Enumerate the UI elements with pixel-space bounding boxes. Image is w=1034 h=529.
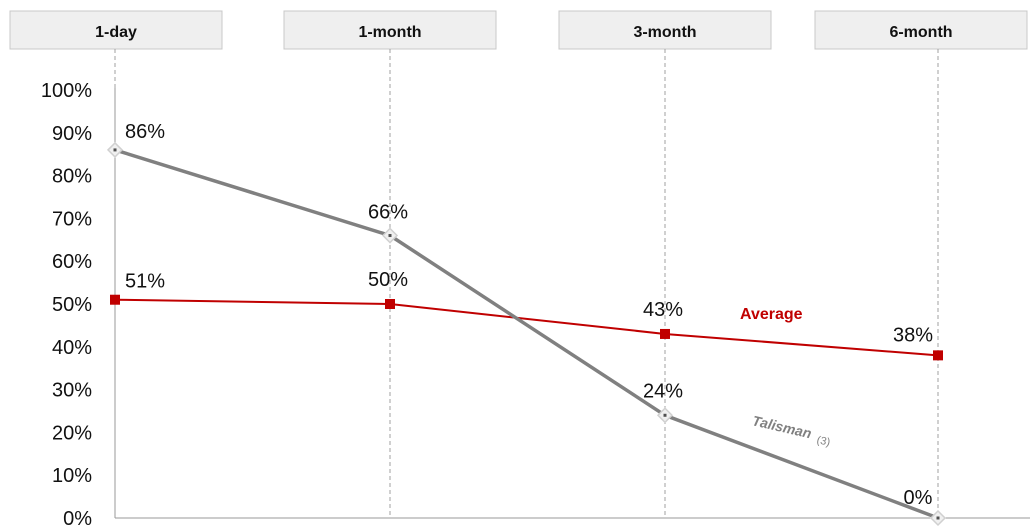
data-label-talisman-3: 0% [904, 487, 933, 509]
data-label-average-2: 43% [643, 299, 683, 321]
point-average-2 [660, 328, 670, 339]
y-tick-label: 30% [52, 380, 92, 402]
y-tick-label: 100% [41, 80, 92, 102]
point-average-3 [933, 350, 943, 361]
series-lines [106, 141, 947, 527]
series-name-talisman-suffix: (3) [815, 434, 831, 449]
y-tick-label: 90% [52, 123, 92, 145]
y-tick-label: 50% [52, 294, 92, 316]
period-header-label-2: 3-month [633, 24, 696, 41]
point-average-1 [385, 299, 395, 309]
data-labels: 51% 50% 43% 38% 86% 66% 24% 0% Average Talisman(3… [125, 121, 933, 509]
point-center-talisman-1 [388, 234, 392, 238]
y-tick-label: 20% [52, 422, 92, 444]
point-center-talisman-2 [663, 413, 667, 417]
y-tick-label: 0% [63, 508, 92, 529]
point-center-talisman-3 [936, 516, 940, 520]
period-guide-lines [114, 49, 939, 518]
y-tick-label: 80% [52, 166, 92, 188]
data-label-talisman-2: 24% [643, 380, 683, 402]
point-center-talisman-0 [113, 148, 117, 152]
point-average-0 [110, 294, 120, 305]
data-label-average-3: 38% [893, 324, 933, 346]
data-label-average-0: 51% [125, 271, 165, 293]
data-label-average-1: 50% [368, 269, 408, 291]
y-tick-label: 60% [52, 251, 92, 273]
series-name-average: Average [740, 306, 803, 323]
y-axis: 0% 10% 20% 30% 40% 50% 60% 70% 80% 90% 100% [41, 80, 1030, 529]
period-header-label-1: 1-month [358, 24, 421, 41]
series-line-average [114, 298, 939, 357]
period-headers: 1-day 1-month 3-month 6-month [9, 10, 1028, 50]
series-line-talisman [114, 148, 939, 520]
data-label-talisman-0: 86% [125, 121, 165, 143]
period-header-label-3: 6-month [889, 24, 952, 41]
period-header-box-0 [9, 10, 223, 50]
period-header-box-3 [814, 10, 1028, 50]
period-header-box-2 [558, 10, 772, 50]
y-tick-label: 40% [52, 337, 92, 359]
data-label-talisman-1: 66% [368, 202, 408, 224]
y-tick-label: 70% [52, 208, 92, 230]
period-header-label-0: 1-day [95, 24, 137, 41]
period-header-box-1 [283, 10, 497, 50]
y-tick-label: 10% [52, 465, 92, 487]
series-name-talisman-group: Talisman(3) [751, 412, 831, 449]
series-name-talisman: Talisman [751, 412, 813, 441]
